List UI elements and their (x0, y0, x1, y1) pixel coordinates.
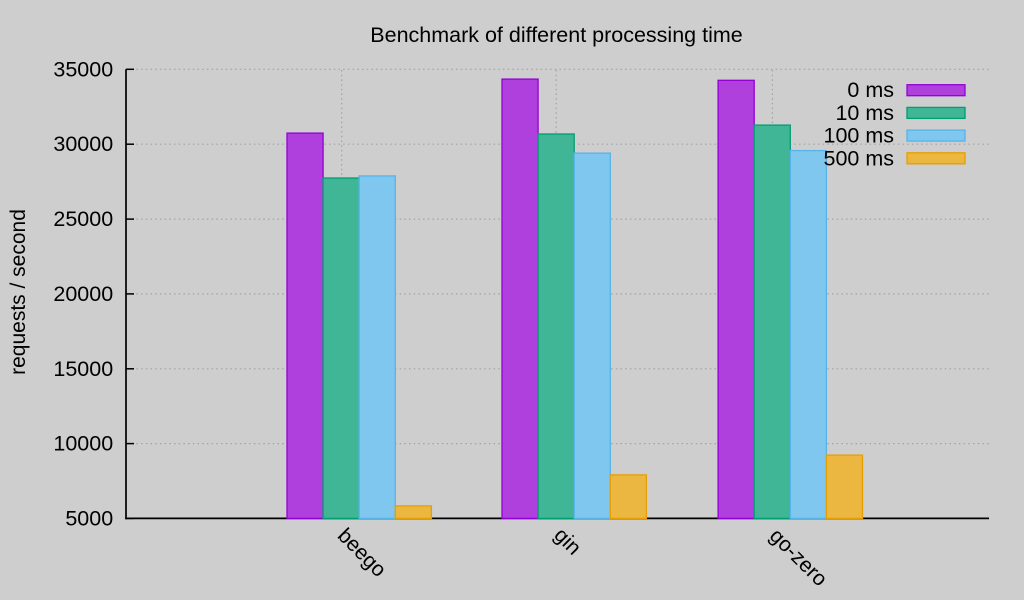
svg-text:500 ms: 500 ms (823, 146, 894, 170)
svg-text:requests / second: requests / second (7, 209, 30, 375)
svg-text:30000: 30000 (53, 132, 113, 156)
svg-text:0 ms: 0 ms (847, 78, 894, 102)
svg-text:25000: 25000 (53, 207, 113, 231)
svg-text:35000: 35000 (53, 57, 113, 81)
svg-text:20000: 20000 (53, 282, 113, 306)
svg-text:10000: 10000 (53, 432, 113, 456)
svg-text:100 ms: 100 ms (823, 124, 894, 148)
svg-text:10 ms: 10 ms (835, 101, 894, 125)
svg-text:5000: 5000 (65, 506, 113, 530)
svg-text:15000: 15000 (53, 357, 113, 381)
svg-text:Benchmark of different process: Benchmark of different processing time (370, 23, 742, 47)
